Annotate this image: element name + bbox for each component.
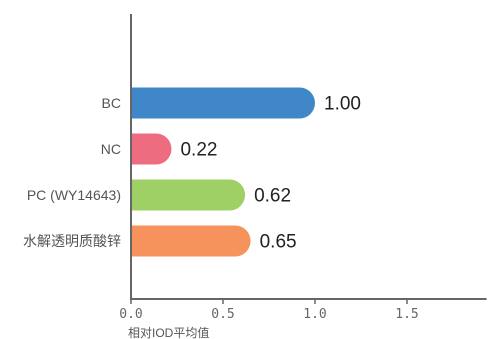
bar — [132, 133, 172, 165]
x-tick-label: 0.5 — [211, 307, 234, 322]
value-label: 0.62 — [254, 186, 291, 207]
bar — [132, 225, 251, 257]
bar — [132, 179, 246, 211]
bar — [132, 87, 315, 119]
x-axis-title: 相对IOD平均值 — [128, 325, 209, 339]
category-label: BC — [102, 95, 121, 111]
category-label: PC (WY14643) — [27, 187, 121, 203]
x-tick-label: 0.0 — [119, 307, 142, 322]
category-label: NC — [101, 141, 121, 157]
category-label: 水解透明质酸锌 — [23, 233, 121, 249]
value-label: 0.65 — [260, 232, 297, 253]
value-label: 0.22 — [180, 140, 217, 161]
x-ticks: 0.0 0.5 1.0 1.5 — [119, 299, 419, 322]
x-tick-label: 1.5 — [395, 307, 418, 322]
value-label: 1.00 — [324, 94, 361, 115]
bars: BC 1.00 NC 0.22 PC (WY14643) 0.62 水解透明质酸锌 0.65 — [23, 87, 361, 257]
x-tick-label: 1.0 — [303, 307, 326, 322]
